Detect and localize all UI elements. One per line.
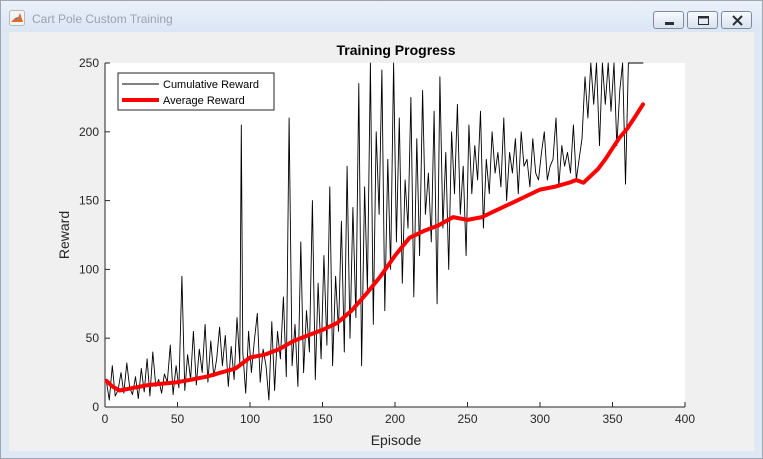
minimize-button[interactable] bbox=[653, 11, 684, 29]
y-tick-label: 0 bbox=[92, 400, 99, 414]
y-axis-ticks: 0 50 100 150 200 250 bbox=[79, 56, 110, 414]
plot-area[interactable] bbox=[105, 63, 685, 407]
window-title: Cart Pole Custom Training bbox=[32, 12, 173, 26]
y-tick-label: 200 bbox=[79, 125, 99, 139]
x-axis-label: Episode bbox=[371, 432, 422, 448]
series-layer bbox=[104, 62, 645, 401]
maximize-icon bbox=[698, 16, 709, 25]
y-tick-label: 150 bbox=[79, 194, 99, 208]
x-tick-label: 150 bbox=[312, 412, 332, 426]
x-axis-ticks: 0 50 100 150 200 250 300 350 400 bbox=[102, 402, 695, 426]
legend-box bbox=[117, 72, 275, 111]
minimize-icon bbox=[665, 22, 674, 25]
matlab-icon bbox=[9, 10, 25, 26]
x-tick-label: 250 bbox=[457, 412, 477, 426]
legend-label-average-reward: Average Reward bbox=[163, 95, 245, 107]
maximize-button[interactable] bbox=[687, 11, 718, 29]
legend: Cumulative Reward Average Reward bbox=[117, 72, 275, 111]
x-tick-label: 200 bbox=[385, 412, 405, 426]
x-tick-label: 100 bbox=[240, 412, 260, 426]
y-tick-label: 50 bbox=[86, 331, 100, 345]
x-tick-label: 350 bbox=[602, 412, 622, 426]
x-tick-label: 300 bbox=[530, 412, 550, 426]
close-button[interactable] bbox=[721, 11, 752, 29]
title-bar[interactable]: Cart Pole Custom Training bbox=[1, 1, 762, 32]
training-progress-chart: Training Progress 0 50 100 150 200 250 300 350 4… bbox=[56, 42, 695, 448]
y-tick-label: 250 bbox=[79, 56, 99, 70]
x-tick-label: 400 bbox=[675, 412, 695, 426]
y-tick-label: 100 bbox=[79, 262, 99, 276]
series-line-cumulative-reward bbox=[106, 62, 644, 401]
legend-label-cumulative-reward: Cumulative Reward bbox=[163, 79, 259, 91]
x-tick-label: 0 bbox=[102, 412, 109, 426]
close-icon bbox=[732, 15, 743, 26]
series-line-average-reward bbox=[104, 102, 645, 393]
chart-title: Training Progress bbox=[336, 42, 455, 58]
x-tick-label: 50 bbox=[171, 412, 185, 426]
figure-area: Training Progress 0 50 100 150 200 250 300 350 4… bbox=[9, 32, 754, 451]
y-axis-label: Reward bbox=[56, 211, 72, 259]
